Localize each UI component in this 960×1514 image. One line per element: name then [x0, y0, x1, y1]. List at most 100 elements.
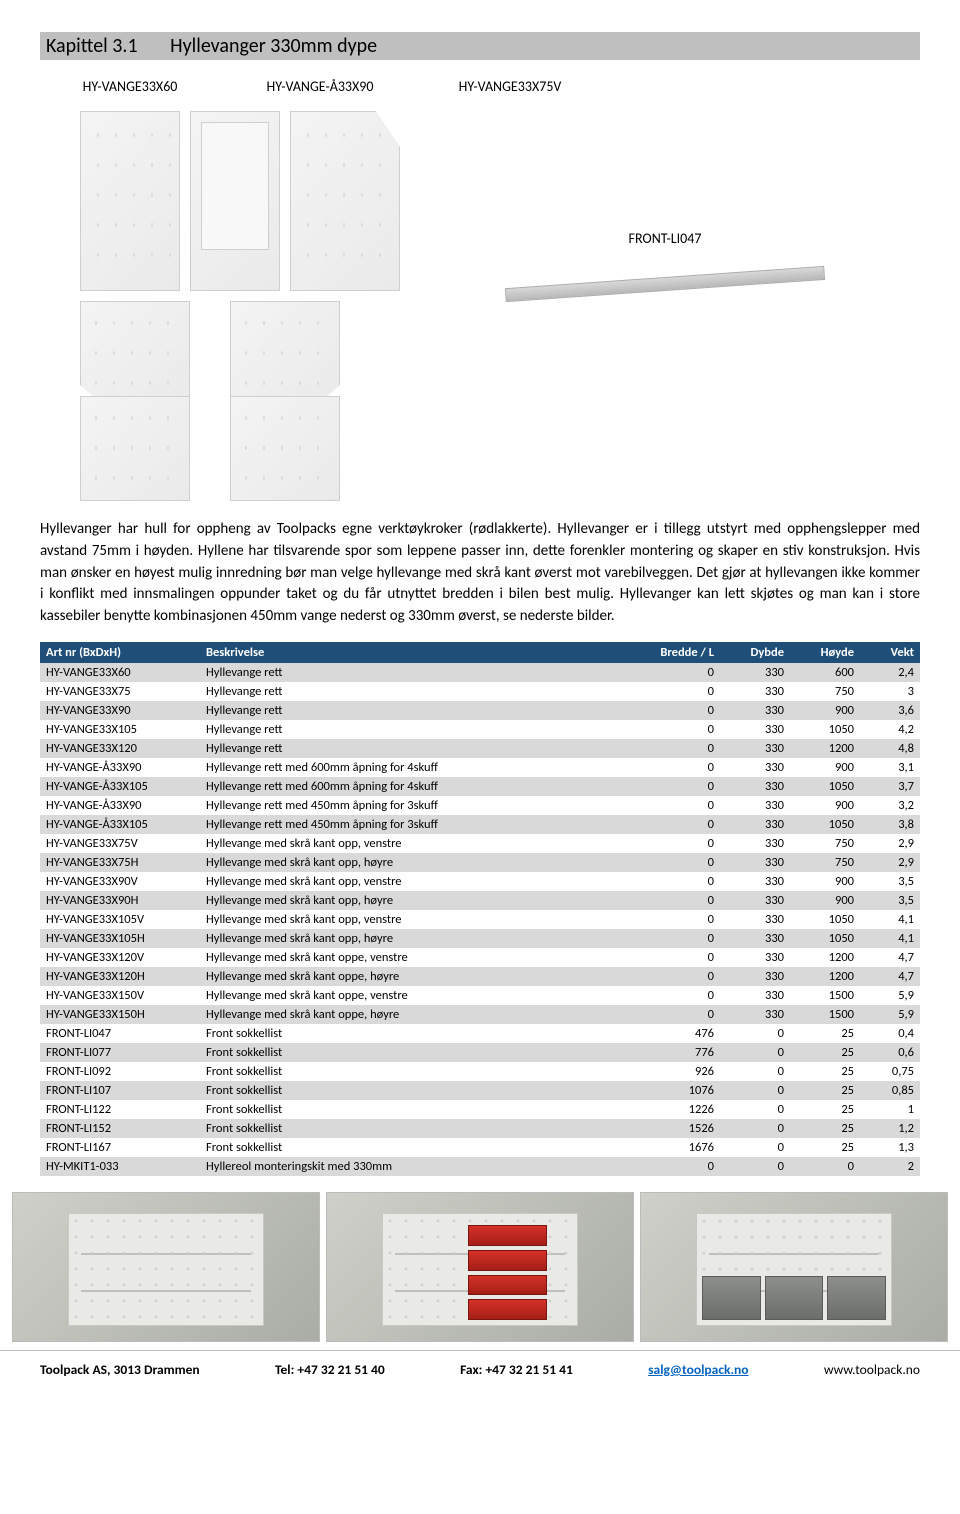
table-cell: 1200	[790, 948, 860, 967]
table-row: HY-VANGE-Å33X105Hyllevange rett med 450m…	[40, 815, 920, 834]
table-cell: Hyllevange med skrå kant opp, høyre	[200, 853, 640, 872]
panel-illustration-3	[290, 111, 400, 291]
table-row: FRONT-LI092Front sokkellist9260250,75	[40, 1062, 920, 1081]
table-cell: Front sokkellist	[200, 1024, 640, 1043]
table-cell: 3,6	[860, 701, 920, 720]
table-cell: 5,9	[860, 1005, 920, 1024]
footer-web: www.toolpack.no	[824, 1361, 920, 1378]
table-cell: Hyllevange rett	[200, 682, 640, 701]
table-cell: 2,9	[860, 853, 920, 872]
table-cell: 776	[640, 1043, 720, 1062]
table-cell: Hyllevange rett	[200, 663, 640, 682]
table-cell: HY-VANGE33X150H	[40, 1005, 200, 1024]
table-cell: 330	[720, 739, 790, 758]
table-cell: 1226	[640, 1100, 720, 1119]
table-cell: 0	[640, 682, 720, 701]
table-row: HY-VANGE33X90HHyllevange med skrå kant o…	[40, 891, 920, 910]
table-cell: 0,6	[860, 1043, 920, 1062]
table-cell: FRONT-LI077	[40, 1043, 200, 1062]
table-cell: 4,1	[860, 910, 920, 929]
table-cell: 4,8	[860, 739, 920, 758]
table-row: HY-VANGE33X90Hyllevange rett03309003,6	[40, 701, 920, 720]
table-row: FRONT-LI122Front sokkellist12260251	[40, 1100, 920, 1119]
table-cell: FRONT-LI122	[40, 1100, 200, 1119]
table-cell: 0	[640, 872, 720, 891]
table-cell: HY-VANGE33X105	[40, 720, 200, 739]
table-cell: 330	[720, 815, 790, 834]
table-cell: 1200	[790, 967, 860, 986]
install-photo-3	[640, 1192, 948, 1342]
table-row: FRONT-LI107Front sokkellist10760250,85	[40, 1081, 920, 1100]
table-row: HY-VANGE33X75HHyllevange med skrå kant o…	[40, 853, 920, 872]
table-cell: Hyllevange med skrå kant oppe, høyre	[200, 967, 640, 986]
table-cell: 0	[640, 891, 720, 910]
table-cell: 1500	[790, 986, 860, 1005]
table-row: HY-VANGE33X75Hyllevange rett03307503	[40, 682, 920, 701]
table-cell: 1,3	[860, 1138, 920, 1157]
table-cell: Hyllevange rett	[200, 739, 640, 758]
table-cell: Front sokkellist	[200, 1081, 640, 1100]
table-cell: HY-VANGE33X120H	[40, 967, 200, 986]
table-row: HY-VANGE33X120Hyllevange rett033012004,8	[40, 739, 920, 758]
table-cell: Hyllereol monteringskit med 330mm	[200, 1157, 640, 1176]
table-cell: 900	[790, 758, 860, 777]
table-cell: 3,8	[860, 815, 920, 834]
table-cell: 1200	[790, 739, 860, 758]
table-cell: 3,1	[860, 758, 920, 777]
table-cell: HY-VANGE33X60	[40, 663, 200, 682]
table-row: HY-VANGE33X150VHyllevange med skrå kant …	[40, 986, 920, 1005]
table-cell: 0	[720, 1138, 790, 1157]
table-cell: HY-VANGE33X105V	[40, 910, 200, 929]
table-header-cell: Beskrivelse	[200, 642, 640, 663]
table-row: HY-VANGE33X105Hyllevange rett033010504,2	[40, 720, 920, 739]
table-cell: 330	[720, 682, 790, 701]
table-cell: Front sokkellist	[200, 1138, 640, 1157]
table-cell: 0	[640, 739, 720, 758]
table-cell: 1050	[790, 777, 860, 796]
figure-row-2	[80, 301, 920, 501]
table-cell: Hyllevange rett med 600mm åpning for 4sk…	[200, 758, 640, 777]
table-cell: 330	[720, 834, 790, 853]
table-header-cell: Art nr (BxDxH)	[40, 642, 200, 663]
chapter-title: Hyllevanger 330mm dype	[170, 34, 377, 58]
table-cell: 1676	[640, 1138, 720, 1157]
table-cell: Hyllevange rett med 450mm åpning for 3sk…	[200, 815, 640, 834]
table-cell: 0	[720, 1043, 790, 1062]
photo-row	[0, 1192, 960, 1342]
table-cell: FRONT-LI152	[40, 1119, 200, 1138]
table-cell: 0	[640, 853, 720, 872]
table-cell: 0	[720, 1157, 790, 1176]
table-row: HY-VANGE33X120VHyllevange med skrå kant …	[40, 948, 920, 967]
table-cell: Hyllevange rett	[200, 720, 640, 739]
table-cell: 1050	[790, 815, 860, 834]
table-cell: 3,2	[860, 796, 920, 815]
table-cell: FRONT-LI107	[40, 1081, 200, 1100]
table-cell: 330	[720, 910, 790, 929]
table-cell: 3,5	[860, 872, 920, 891]
table-row: HY-VANGE-Å33X90Hyllevange rett med 600mm…	[40, 758, 920, 777]
rail-label: FRONT-LI047	[629, 230, 702, 247]
table-cell: 0	[640, 834, 720, 853]
table-row: HY-VANGE33X120HHyllevange med skrå kant …	[40, 967, 920, 986]
footer-email-link[interactable]: salg@toolpack.no	[648, 1361, 748, 1378]
stacked-panel-left	[80, 301, 190, 501]
table-cell: 330	[720, 853, 790, 872]
table-cell: 476	[640, 1024, 720, 1043]
table-cell: 1500	[790, 1005, 860, 1024]
table-cell: 0	[640, 1157, 720, 1176]
table-cell: 0,85	[860, 1081, 920, 1100]
table-body: HY-VANGE33X60Hyllevange rett03306002,4HY…	[40, 663, 920, 1176]
table-row: HY-VANGE-Å33X90Hyllevange rett med 450mm…	[40, 796, 920, 815]
table-cell: HY-VANGE33X150V	[40, 986, 200, 1005]
table-cell: HY-VANGE33X105H	[40, 929, 200, 948]
table-cell: 25	[790, 1043, 860, 1062]
table-cell: 1,2	[860, 1119, 920, 1138]
table-cell: 330	[720, 720, 790, 739]
chapter-header: Kapittel 3.1 Hyllevanger 330mm dype	[40, 32, 920, 60]
table-cell: 750	[790, 853, 860, 872]
table-cell: 0	[720, 1081, 790, 1100]
table-cell: 926	[640, 1062, 720, 1081]
table-cell: 5,9	[860, 986, 920, 1005]
table-cell: 330	[720, 967, 790, 986]
table-cell: 330	[720, 948, 790, 967]
